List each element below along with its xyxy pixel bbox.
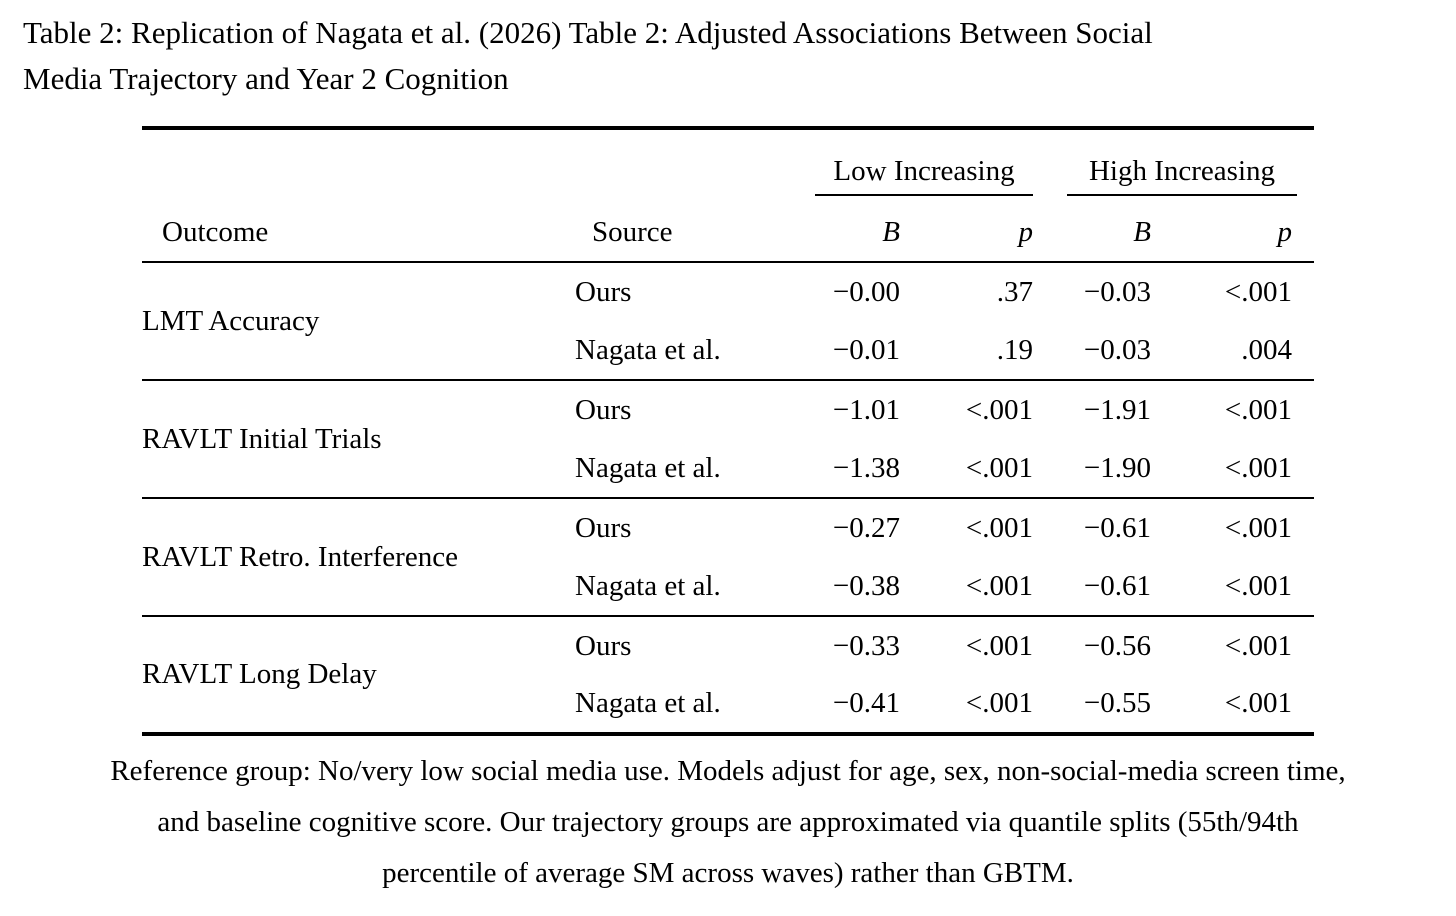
b-value-cell: −1.90	[1033, 439, 1151, 499]
p-value-cell: <.001	[900, 439, 1033, 499]
outcome-cell: RAVLT Long Delay	[142, 658, 377, 690]
col-header-p-low: p	[900, 196, 1033, 263]
footnote-line-3: percentile of average SM across waves) r…	[382, 857, 1074, 889]
spanner-high-increasing-label: High Increasing	[1067, 155, 1297, 196]
p-value-cell: <.001	[1151, 557, 1314, 617]
col-header-b-high: B	[1033, 196, 1151, 263]
b-value-cell: −0.03	[1083, 275, 1151, 308]
b-value-cell: −0.33	[832, 629, 900, 662]
page-title-line-2: Media Trajectory and Year 2 Cognition	[23, 61, 509, 96]
col-header-outcome: Outcome	[142, 196, 575, 263]
p-value-cell: <.001	[1224, 687, 1292, 719]
p-value-cell: <.001	[965, 393, 1033, 426]
b-value-cell: −0.01	[790, 321, 900, 381]
b-value-cell: −1.38	[790, 439, 900, 499]
page-title: Table 2: Replication of Nagata et al. (2…	[23, 10, 1432, 102]
source-cell: Ours	[575, 629, 632, 662]
source-cell: Ours	[575, 511, 632, 544]
source-cell: Nagata et al.	[575, 557, 790, 617]
spanner-header-row: Low Increasing High Increasing	[142, 128, 1314, 196]
outcome-cell: LMT Accuracy	[142, 262, 575, 381]
outcome-cell: RAVLT Retro. Interference	[142, 498, 575, 617]
b-value-cell: −0.55	[1083, 687, 1151, 719]
results-table: Low Increasing High Increasing Outcome S…	[142, 126, 1314, 736]
b-value-cell: −0.38	[790, 557, 900, 617]
p-value-cell: <.001	[965, 629, 1033, 662]
col-header-source: Source	[575, 196, 790, 263]
col-header-b-low: B	[790, 196, 900, 263]
b-value-cell: −0.03	[1033, 321, 1151, 381]
table-row: Nagata et al. −1.38 <.001 −1.90 <.001	[142, 439, 1314, 499]
p-value-cell: <.001	[1151, 439, 1314, 499]
b-value-cell: −0.61	[1033, 557, 1151, 617]
spanner-cell-high: High Increasing	[1033, 128, 1314, 196]
table-row: RAVLT Long Delay Ours −0.33 <.001 −0.56 …	[142, 616, 1314, 691]
spanner-low-increasing-label: Low Increasing	[815, 155, 1033, 196]
b-value-cell: −0.56	[1083, 629, 1151, 662]
column-header-row: Outcome Source B p B p	[142, 196, 1314, 263]
spanner-empty-cell	[142, 128, 790, 196]
p-value-cell: .004	[1151, 321, 1314, 381]
p-value-cell: <.001	[1224, 511, 1292, 544]
source-cell: Ours	[575, 275, 632, 308]
source-cell: Nagata et al.	[575, 321, 790, 381]
b-value-cell: −1.01	[832, 393, 900, 426]
b-value-cell: −0.61	[1083, 511, 1151, 544]
outcome-cell: RAVLT Initial Trials	[142, 380, 575, 499]
table-row: Nagata et al. −0.38 <.001 −0.61 <.001	[142, 557, 1314, 617]
table-row: RAVLT Retro. Interference Ours −0.27 <.0…	[142, 498, 1314, 617]
b-value-cell: −0.00	[832, 275, 900, 308]
table-row: Nagata et al. −0.41 <.001 −0.55 <.001	[142, 675, 1314, 734]
p-value-cell: <.001	[1224, 393, 1292, 426]
b-value-cell: −1.91	[1083, 393, 1151, 426]
col-header-p-high: p	[1151, 196, 1314, 263]
source-cell: Nagata et al.	[575, 439, 790, 499]
p-value-cell: <.001	[900, 557, 1033, 617]
table-row: Nagata et al. −0.01 .19 −0.03 .004	[142, 321, 1314, 381]
table-row: LMT Accuracy Ours −0.00 .37 −0.03 <.001	[142, 262, 1314, 381]
p-value-cell: <.001	[1224, 275, 1292, 308]
footnote-line-2: and baseline cognitive score. Our trajec…	[157, 806, 1299, 838]
source-cell: Ours	[575, 393, 632, 426]
p-value-cell: <.001	[965, 687, 1033, 719]
p-value-cell: <.001	[1224, 629, 1292, 662]
spanner-cell-low: Low Increasing	[790, 128, 1033, 196]
source-cell: Nagata et al.	[575, 687, 721, 719]
p-value-cell: .37	[996, 275, 1033, 308]
table-footnote: Reference group: No/very low social medi…	[0, 746, 1456, 899]
p-value-cell: <.001	[965, 511, 1033, 544]
page-title-line-1: Table 2: Replication of Nagata et al. (2…	[23, 15, 1153, 50]
table-row: RAVLT Initial Trials Ours −1.01 <.001 −1…	[142, 380, 1314, 499]
b-value-cell: −0.41	[832, 687, 900, 719]
b-value-cell: −0.27	[832, 511, 900, 544]
p-value-cell: .19	[900, 321, 1033, 381]
footnote-line-1: Reference group: No/very low social medi…	[110, 755, 1346, 787]
